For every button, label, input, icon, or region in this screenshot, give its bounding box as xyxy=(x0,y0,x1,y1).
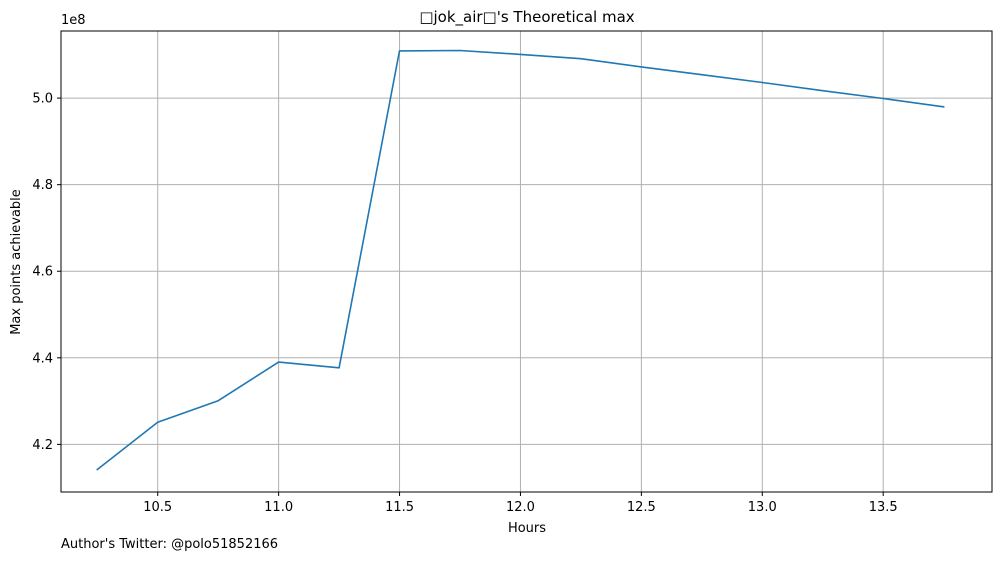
data-point xyxy=(943,106,945,108)
x-axis-label: Hours xyxy=(508,521,546,536)
x-tick-label: 12.0 xyxy=(506,500,535,515)
x-tick-label: 12.5 xyxy=(627,500,656,515)
plot-frame xyxy=(60,30,993,493)
data-point xyxy=(640,66,642,68)
y-axis-offset-label: 1e8 xyxy=(61,13,86,28)
axis-ticks: 10.5 11.0 11.5 12.0 12.5 13.0 13.5 4.2 4.4 4.6 4.8… xyxy=(32,92,897,515)
y-tick-label: 4.2 xyxy=(32,438,53,453)
data-point xyxy=(459,49,461,52)
data-point xyxy=(519,53,522,55)
x-tick-label: 13.0 xyxy=(748,500,777,515)
y-tick-label: 5.0 xyxy=(32,92,53,107)
author-footnote: Author's Twitter: @polo51852166 xyxy=(61,537,279,552)
data-point xyxy=(701,74,703,76)
grid xyxy=(61,31,992,492)
data-point xyxy=(882,97,884,100)
data-point xyxy=(217,400,219,402)
series-layer xyxy=(96,49,945,471)
y-axis-label: Max points achievable xyxy=(9,189,24,335)
y-tick-label: 4.4 xyxy=(32,351,53,366)
data-point xyxy=(761,81,763,84)
x-tick-label: 10.5 xyxy=(143,500,172,515)
y-tick-label: 4.8 xyxy=(32,178,53,193)
data-point xyxy=(398,50,401,52)
data-point xyxy=(96,468,98,471)
data-point xyxy=(157,421,159,423)
data-point xyxy=(338,367,340,369)
data-point xyxy=(278,361,280,363)
data-point xyxy=(822,90,824,92)
y-tick-label: 4.6 xyxy=(32,265,53,280)
x-tick-label: 11.5 xyxy=(385,500,414,515)
x-tick-label: 11.0 xyxy=(264,500,293,515)
data-point xyxy=(580,58,582,60)
chart-title: □jok_air□'s Theoretical max xyxy=(419,8,634,27)
x-tick-label: 13.5 xyxy=(869,500,898,515)
